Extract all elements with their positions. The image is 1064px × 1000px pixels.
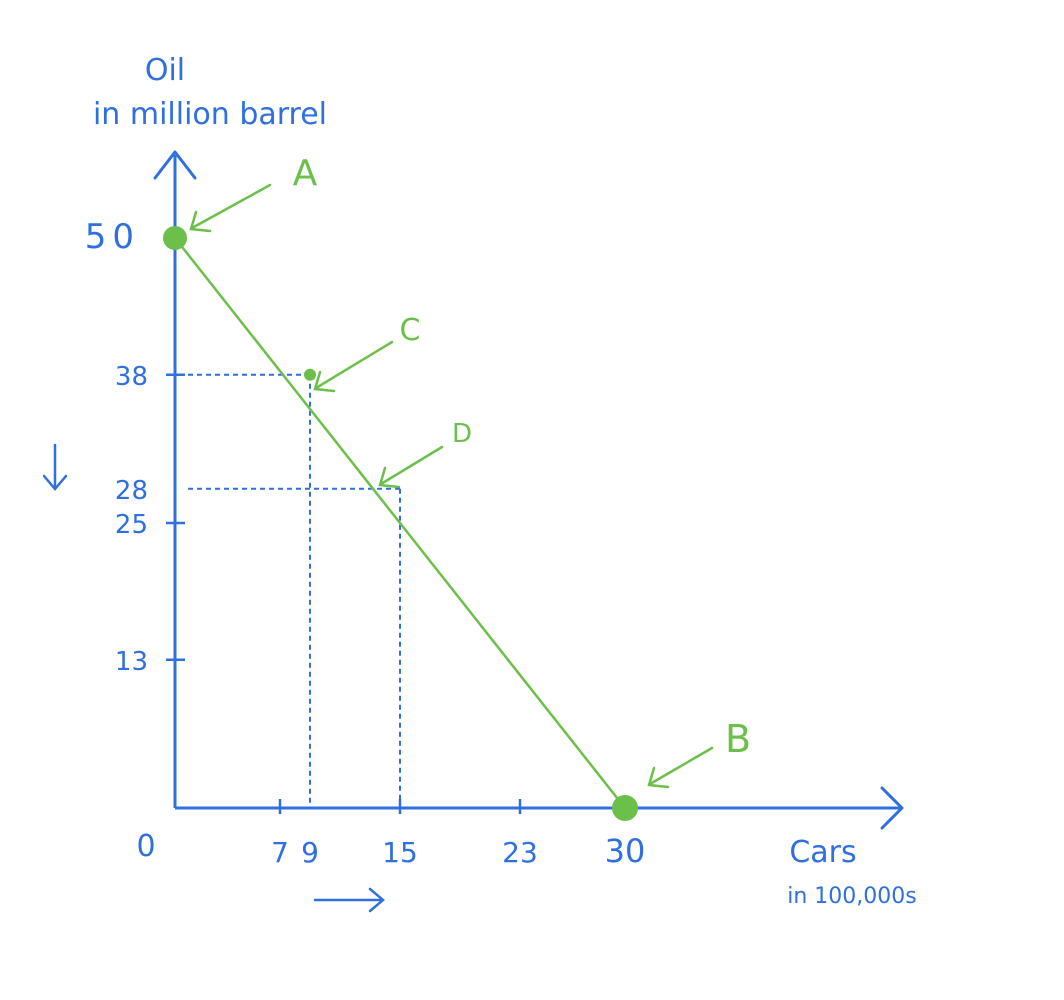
- ppf-line: [174, 237, 626, 809]
- point-b-marker: [612, 795, 638, 821]
- y-tick-label: 28: [115, 476, 148, 506]
- point-b-label: B: [725, 717, 751, 761]
- x-tick-label: 30: [605, 832, 646, 870]
- x-axis-title-line2: in 100,000s: [787, 884, 917, 909]
- x-tick-label: 23: [502, 836, 538, 869]
- y-axis-arrowhead: [153, 150, 197, 180]
- point-a-label: A: [293, 153, 318, 194]
- y-tick-label: 50: [85, 217, 140, 257]
- y-tick-label: 25: [115, 510, 148, 540]
- pointer-arrow-d-icon: [378, 445, 444, 489]
- right-arrow-icon: [313, 887, 385, 913]
- pointer-arrow-c-icon: [313, 340, 394, 393]
- point-c-label: C: [400, 313, 421, 348]
- y-tick-label: 38: [115, 362, 148, 392]
- x-axis-title-line1: Cars: [789, 835, 856, 870]
- y-axis-title-line1: Oil: [145, 53, 185, 88]
- x-tick-label: 9: [301, 836, 319, 869]
- y-tick-label: 13: [115, 647, 148, 677]
- x-tick-label: 15: [382, 836, 418, 869]
- down-arrow-icon: [42, 443, 68, 491]
- y-axis-title-line2: in million barrel: [93, 97, 327, 132]
- point-c-marker: [304, 368, 316, 381]
- point-d-label: D: [452, 419, 472, 449]
- pointer-arrow-a-icon: [189, 183, 272, 233]
- chart-marks: 7 9 15 23 30 13 25 28 38 50 A C D B: [85, 153, 751, 870]
- point-a-marker: [163, 226, 187, 250]
- x-axis-arrowhead: [880, 786, 904, 830]
- x-tick-label: 7: [271, 836, 289, 869]
- pointer-arrow-b-icon: [647, 746, 714, 789]
- origin-label: 0: [136, 829, 155, 864]
